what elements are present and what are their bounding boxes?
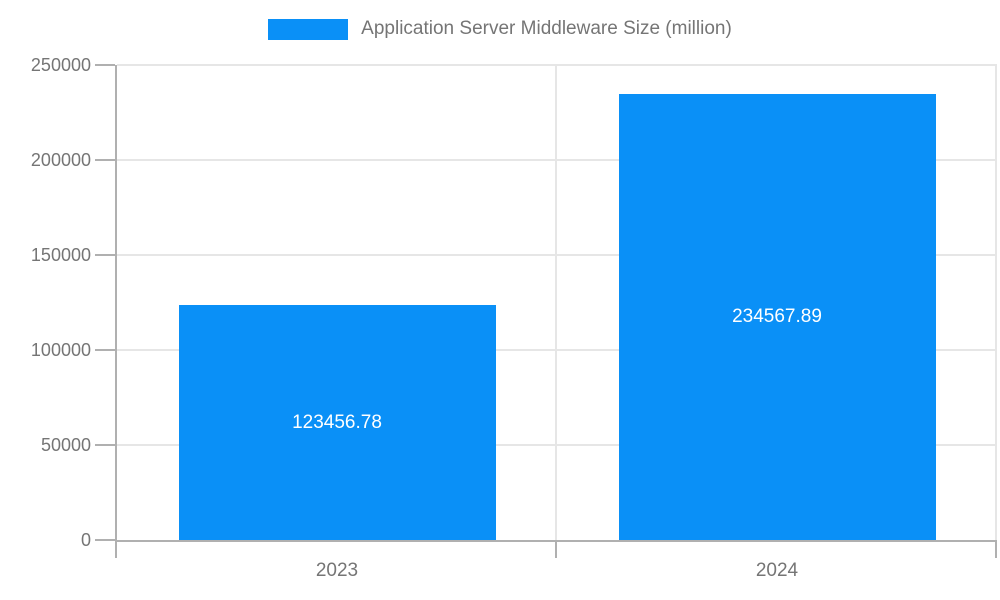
v-gridline bbox=[995, 65, 997, 540]
chart-title: Application Server Middleware Size (mill… bbox=[361, 18, 732, 39]
y-axis-tick bbox=[95, 64, 115, 66]
h-gridline bbox=[117, 349, 997, 351]
y-tick-label: 100000 bbox=[30, 340, 91, 360]
y-axis-tick bbox=[95, 159, 115, 161]
h-gridline bbox=[117, 254, 997, 256]
y-tick-label: 150000 bbox=[30, 245, 91, 265]
y-tick-label: 200000 bbox=[30, 150, 91, 170]
chart-legend: Application Server Middleware Size (mill… bbox=[0, 18, 1000, 41]
y-tick-label: 250000 bbox=[30, 55, 91, 75]
y-tick-label: 0 bbox=[80, 530, 91, 550]
h-gridline bbox=[117, 444, 997, 446]
y-axis-tick bbox=[95, 349, 115, 351]
bar bbox=[178, 305, 496, 540]
legend-swatch bbox=[268, 18, 349, 40]
y-tick-label: 50000 bbox=[40, 435, 91, 455]
y-axis-tick bbox=[95, 254, 115, 256]
x-tick-label: 2023 bbox=[315, 560, 359, 581]
v-gridline bbox=[555, 65, 557, 540]
bar-value-label: 123456.78 bbox=[292, 411, 382, 433]
plot-area: 0 50000 100000 150000 200000 250000 123456.78 2… bbox=[31, 56, 997, 581]
y-axis-tick bbox=[95, 539, 115, 541]
bar-value-label: 234567.89 bbox=[732, 306, 822, 327]
x-axis-tick bbox=[995, 542, 997, 558]
y-axis-tick bbox=[95, 444, 115, 446]
x-tick-label: 2024 bbox=[755, 560, 799, 581]
x-axis-tick bbox=[555, 542, 557, 558]
h-gridline bbox=[117, 159, 997, 161]
x-axis-tick bbox=[115, 542, 117, 558]
h-gridline bbox=[117, 64, 997, 66]
bar bbox=[618, 94, 936, 540]
